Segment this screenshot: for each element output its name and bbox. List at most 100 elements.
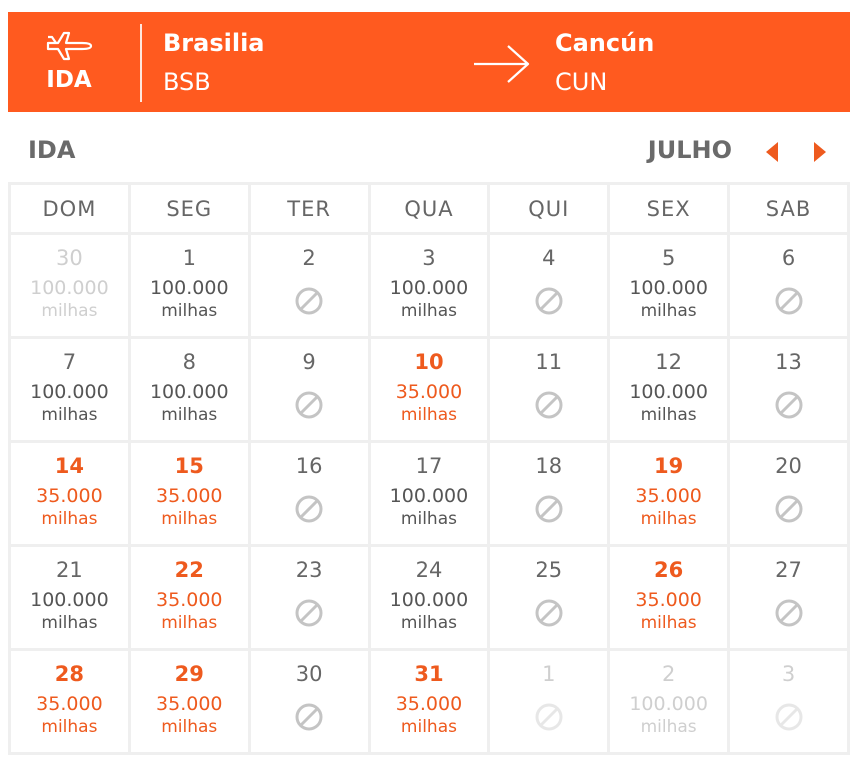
calendar-day-cell: 9	[247, 336, 371, 443]
calendar-day-cell[interactable]: 26 35.000 milhas	[607, 544, 731, 651]
price-unit: milhas	[161, 613, 218, 633]
day-number: 17	[415, 454, 443, 478]
day-price: 100.000	[389, 277, 469, 299]
weekday-seg: SEG	[127, 182, 251, 235]
unavailable-icon	[295, 703, 323, 731]
day-number: 10	[414, 350, 444, 374]
unavailable-icon	[775, 703, 803, 731]
header-divider	[140, 24, 142, 102]
calendar-day-cell[interactable]: 14 35.000 milhas	[8, 440, 131, 547]
unavailable-icon	[295, 287, 323, 315]
weekday-ter: TER	[247, 182, 371, 235]
price-unit: milhas	[41, 717, 98, 737]
day-price: 35.000	[156, 693, 223, 715]
day-number: 27	[775, 558, 802, 582]
calendar-day-cell: 6	[727, 232, 850, 339]
price-unit: milhas	[640, 405, 697, 425]
unavailable-icon	[295, 599, 323, 627]
price-unit: milhas	[640, 509, 697, 529]
day-price: 100.000	[149, 277, 229, 299]
day-number: 20	[775, 454, 802, 478]
calendar-day-cell[interactable]: 24 100.000 milhas	[367, 544, 491, 651]
day-number: 1	[182, 246, 196, 270]
calendar-day-cell: 1	[487, 648, 611, 755]
calendar-day-cell[interactable]: 1 100.000 milhas	[127, 232, 251, 339]
arrow-right-icon	[474, 45, 530, 83]
price-unit: milhas	[161, 301, 218, 321]
day-price: 35.000	[395, 693, 463, 715]
calendar-day-cell[interactable]: 29 35.000 milhas	[127, 648, 251, 755]
price-unit: milhas	[161, 717, 218, 737]
calendar-day-cell[interactable]: 19 35.000 milhas	[607, 440, 731, 547]
day-price: 100.000	[30, 381, 109, 403]
day-price: 35.000	[36, 693, 103, 715]
next-month-button[interactable]	[810, 140, 830, 164]
calendar-day-cell[interactable]: 12 100.000 milhas	[607, 336, 731, 443]
origin-code: BSB	[163, 68, 211, 96]
calendar-day-cell[interactable]: 15 35.000 milhas	[127, 440, 251, 547]
calendar-day-cell[interactable]: 31 35.000 milhas	[367, 648, 491, 755]
unavailable-icon	[535, 391, 563, 419]
calendar-day-cell[interactable]: 17 100.000 milhas	[367, 440, 491, 547]
calendar-week-row: 28 35.000 milhas 29 35.000 milhas 30 31 35.000 mi…	[8, 648, 850, 755]
day-price: 100.000	[389, 589, 469, 611]
destination-city: Cancún	[555, 29, 655, 57]
day-number: 21	[56, 558, 83, 582]
calendar-day-cell[interactable]: 21 100.000 milhas	[8, 544, 131, 651]
day-number: 19	[654, 454, 684, 478]
day-price: 35.000	[156, 589, 223, 611]
calendar-day-cell[interactable]: 3 100.000 milhas	[367, 232, 491, 339]
previous-month-button[interactable]	[762, 140, 782, 164]
calendar-day-cell[interactable]: 28 35.000 milhas	[8, 648, 131, 755]
weekday-dom: DOM	[8, 182, 131, 235]
day-number: 31	[414, 662, 444, 686]
price-unit: milhas	[161, 509, 218, 529]
price-unit: milhas	[400, 301, 457, 321]
unavailable-icon	[535, 599, 563, 627]
calendar-week-row: 21 100.000 milhas 22 35.000 milhas 23 24 100.000…	[8, 544, 850, 651]
weekday-qua: QUA	[367, 182, 491, 235]
day-number: 23	[295, 558, 323, 582]
calendar-day-cell: 30	[247, 648, 371, 755]
day-price: 35.000	[395, 381, 463, 403]
calendar-day-cell[interactable]: 7 100.000 milhas	[8, 336, 131, 443]
weekday-sex: SEX	[607, 182, 731, 235]
calendar-day-cell: 30 100.000 milhas	[8, 232, 131, 339]
day-number: 26	[654, 558, 684, 582]
day-number: 15	[174, 454, 204, 478]
calendar-day-cell[interactable]: 10 35.000 milhas	[367, 336, 491, 443]
day-number: 13	[775, 350, 802, 374]
weekday-qui: QUI	[487, 182, 611, 235]
calendar-week-row: 30 100.000 milhas 1 100.000 milhas 2 3 100.000 mi…	[8, 232, 850, 339]
calendar-day-cell[interactable]: 5 100.000 milhas	[607, 232, 731, 339]
day-number: 6	[781, 246, 796, 270]
day-price: 35.000	[156, 485, 223, 507]
day-number: 29	[174, 662, 204, 686]
price-unit: milhas	[400, 405, 457, 425]
day-number: 3	[422, 246, 436, 270]
price-unit: milhas	[640, 301, 697, 321]
calendar-day-cell[interactable]: 22 35.000 milhas	[127, 544, 251, 651]
calendar-day-cell: 27	[727, 544, 850, 651]
day-number: 12	[655, 350, 682, 374]
day-number: 3	[781, 662, 796, 686]
calendar-day-cell: 4	[487, 232, 611, 339]
price-unit: milhas	[640, 613, 697, 633]
calendar-day-cell: 23	[247, 544, 371, 651]
calendar-day-cell: 13	[727, 336, 850, 443]
unavailable-icon	[775, 599, 803, 627]
price-unit: milhas	[640, 717, 697, 737]
calendar-day-cell: 18	[487, 440, 611, 547]
day-number: 7	[62, 350, 77, 374]
day-price: 35.000	[635, 485, 702, 507]
calendar-day-cell: 2	[247, 232, 371, 339]
origin-city: Brasilia	[163, 29, 265, 57]
price-unit: milhas	[41, 301, 98, 321]
calendar-day-cell: 11	[487, 336, 611, 443]
day-number: 30	[56, 246, 83, 270]
day-number: 18	[535, 454, 563, 478]
calendar-day-cell[interactable]: 8 100.000 milhas	[127, 336, 251, 443]
price-unit: milhas	[41, 405, 98, 425]
calendar-day-cell: 25	[487, 544, 611, 651]
day-price: 100.000	[629, 277, 708, 299]
